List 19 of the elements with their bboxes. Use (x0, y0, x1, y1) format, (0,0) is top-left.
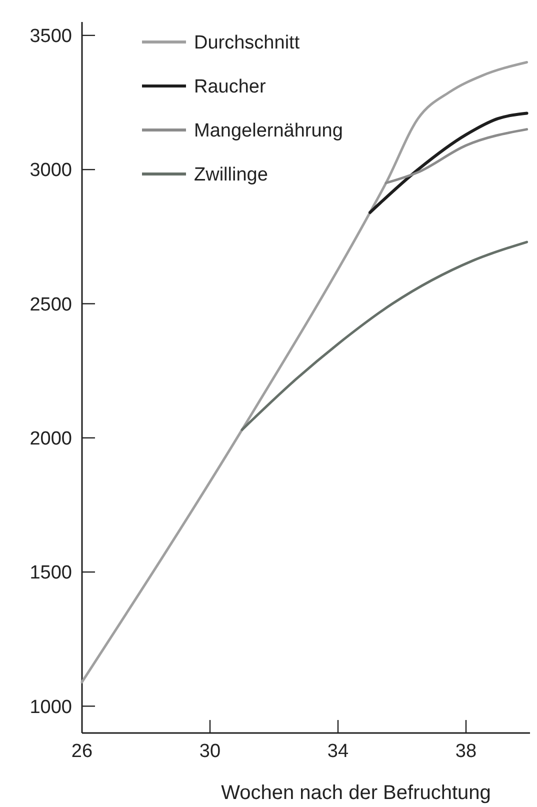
line-series (240, 240, 528, 432)
x-axis-title: Wochen nach der Befruchtung (221, 782, 491, 804)
line-series (80, 60, 528, 684)
x-tick-label: 26 (71, 741, 93, 762)
x-tick-label: 38 (455, 741, 477, 762)
legend-label: Mangelernährung (194, 120, 343, 142)
line-series (384, 128, 528, 184)
line-series (368, 112, 528, 214)
y-tick-label: 3500 (30, 26, 72, 48)
legend-label: Zwillinge (194, 164, 268, 186)
x-tick-label: 34 (327, 741, 349, 762)
y-tick-label: 3000 (30, 160, 72, 182)
legend-label: Durchschnitt (194, 32, 300, 54)
x-tick-label: 30 (199, 741, 221, 762)
y-tick-label: 2000 (30, 428, 72, 450)
legend-label: Raucher (194, 76, 266, 98)
y-tick-label: 1500 (30, 562, 72, 584)
y-tick-label: 2500 (30, 294, 72, 316)
y-tick-label: 1000 (30, 696, 72, 718)
